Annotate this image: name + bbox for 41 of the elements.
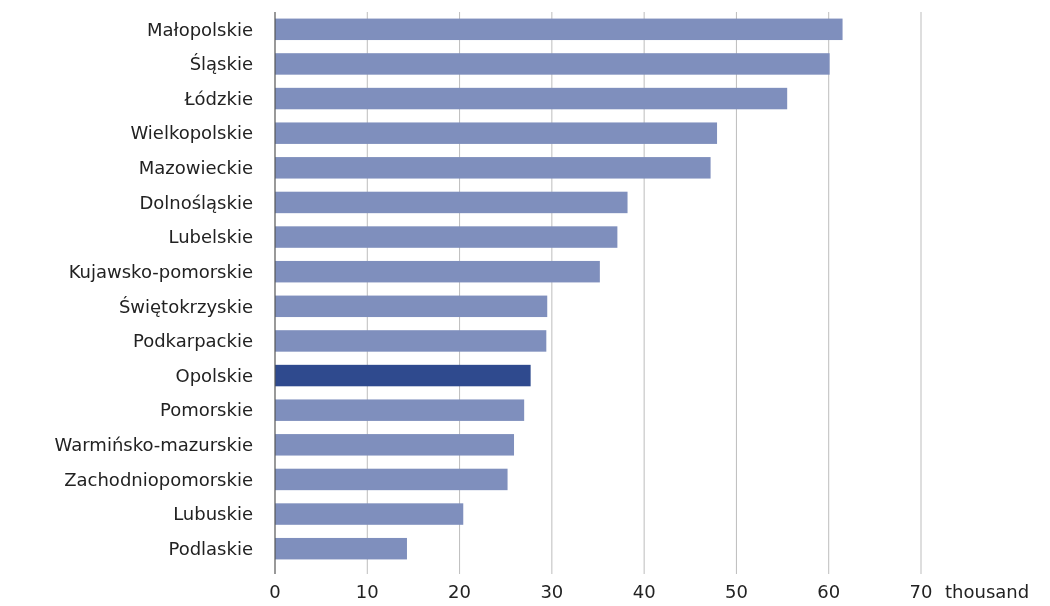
- y-tick-label: Wielkopolskie: [130, 122, 253, 144]
- x-tick-label: 10: [355, 581, 379, 602]
- y-tick-label: Lubelskie: [168, 226, 253, 248]
- x-tick-label: 70: [909, 581, 933, 602]
- y-tick-label: Pomorskie: [159, 399, 253, 421]
- bar: [275, 260, 600, 283]
- bar: [275, 157, 711, 179]
- x-tick-label: 60: [817, 581, 841, 602]
- bar: [275, 122, 718, 144]
- y-tick-label: Świętokrzyskie: [118, 295, 253, 317]
- bar: [275, 18, 843, 41]
- bar: [275, 53, 830, 75]
- bar: [275, 87, 788, 110]
- x-tick-label: 40: [632, 581, 656, 602]
- bar: [275, 434, 515, 456]
- x-tick-label: 20: [448, 581, 472, 602]
- bar: [275, 537, 407, 560]
- y-tick-label: Małopolskie: [146, 18, 253, 40]
- x-axis-title: thousand: [945, 581, 1030, 602]
- bar: [275, 330, 547, 352]
- y-tick-label: Mazowieckie: [138, 157, 253, 179]
- y-tick-label: Warmińsko-mazurskie: [54, 434, 253, 456]
- bar: [275, 191, 628, 214]
- y-tick-label: Łódzkie: [183, 87, 253, 109]
- y-tick-label: Kujawsko-pomorskie: [68, 260, 253, 282]
- bar: [275, 364, 531, 387]
- bar: [275, 295, 548, 318]
- y-tick-label: Dolnośląskie: [139, 191, 253, 213]
- y-tick-label: Podlaskie: [168, 537, 253, 559]
- y-tick-label: Zachodniopomorskie: [64, 468, 253, 490]
- bar: [275, 226, 618, 248]
- y-tick-label: Śląskie: [189, 53, 253, 75]
- y-tick-label: Lubuskie: [173, 503, 253, 525]
- x-tick-label: 0: [269, 581, 281, 602]
- x-tick-label: 30: [540, 581, 564, 602]
- bar: [275, 468, 508, 491]
- bar: [275, 399, 525, 421]
- bar: [275, 503, 464, 525]
- y-tick-label: Opolskie: [175, 364, 253, 386]
- x-tick-label: 50: [724, 581, 748, 602]
- y-tick-label: Podkarpackie: [132, 330, 253, 352]
